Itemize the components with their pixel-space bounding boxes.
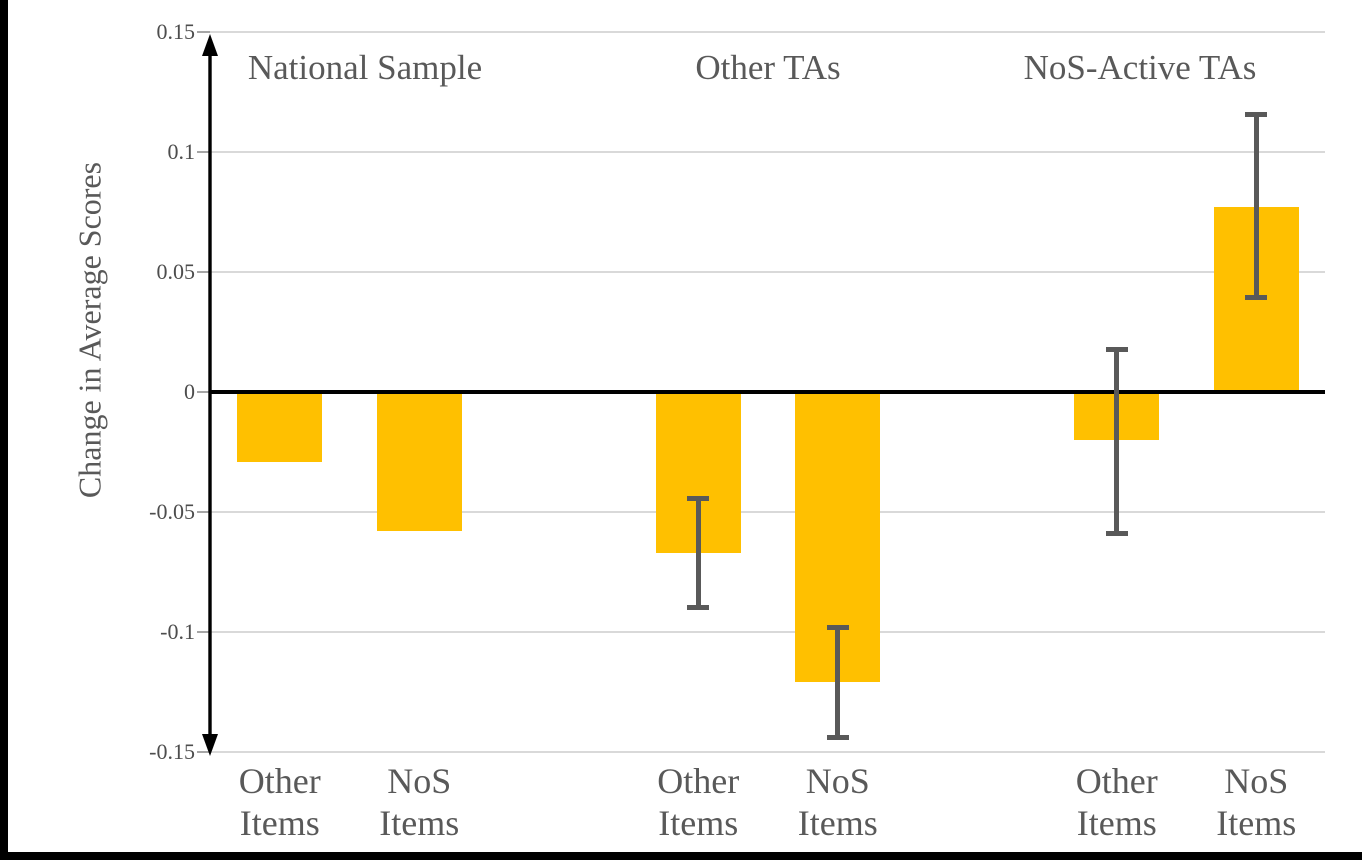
error-bar-cap-bottom <box>687 605 710 610</box>
error-bar-line <box>835 627 841 738</box>
error-bar-cap-top <box>1105 346 1128 352</box>
y-axis-title: Change in Average Scores <box>71 161 108 499</box>
y-tick-mark <box>197 391 210 393</box>
y-tick-mark <box>197 631 210 633</box>
group-header: Other TAs <box>695 48 841 87</box>
error-bar-cap-bottom <box>1105 530 1128 536</box>
x-category-label: NoS Items <box>1216 761 1297 843</box>
zero-axis-line <box>210 390 1325 394</box>
y-tick-mark <box>197 31 210 33</box>
error-bar-cap-top <box>826 625 849 631</box>
x-category-label: Other Items <box>238 761 321 843</box>
y-axis-down-arrow-icon <box>202 734 218 756</box>
gridline <box>210 31 1325 33</box>
x-category-label: Other Items <box>657 761 740 843</box>
gridline <box>210 631 1325 633</box>
y-tick-label: 0.05 <box>156 259 196 284</box>
y-tick-label: -0.1 <box>160 619 195 644</box>
y-tick-mark <box>197 751 210 753</box>
y-tick-label: -0.05 <box>149 499 195 524</box>
slide-left-border <box>0 0 8 860</box>
y-tick-mark <box>197 271 210 273</box>
group-header: NoS-Active TAs <box>1023 48 1257 87</box>
slide-bottom-border <box>0 852 1362 860</box>
error-bar-line <box>1253 113 1259 299</box>
x-category-label: Other Items <box>1075 761 1158 843</box>
error-bar-cap-top <box>1245 111 1268 117</box>
gridline <box>210 511 1325 513</box>
gridline <box>210 751 1325 753</box>
y-axis-up-arrow-icon <box>202 34 218 56</box>
y-tick-label: 0.1 <box>167 139 196 164</box>
x-category-label: NoS Items <box>379 761 460 843</box>
error-bar-line <box>695 497 701 608</box>
group-header: National Sample <box>247 48 483 87</box>
bar <box>237 392 323 462</box>
error-bar-line <box>1114 348 1120 534</box>
y-tick-label: 0.15 <box>156 19 196 44</box>
x-category-label: NoS Items <box>797 761 878 843</box>
error-bar-cap-top <box>687 495 710 501</box>
error-bar-cap-bottom <box>826 734 849 740</box>
error-bar-cap-bottom <box>1245 295 1268 301</box>
gridline <box>210 271 1325 273</box>
gridline <box>210 151 1325 153</box>
y-axis-arrow-line <box>202 34 218 756</box>
y-tick-mark <box>197 151 210 153</box>
y-tick-label: 0 <box>184 379 195 404</box>
bar <box>376 392 462 532</box>
y-tick-label: -0.15 <box>149 739 195 764</box>
y-tick-mark <box>197 511 210 513</box>
